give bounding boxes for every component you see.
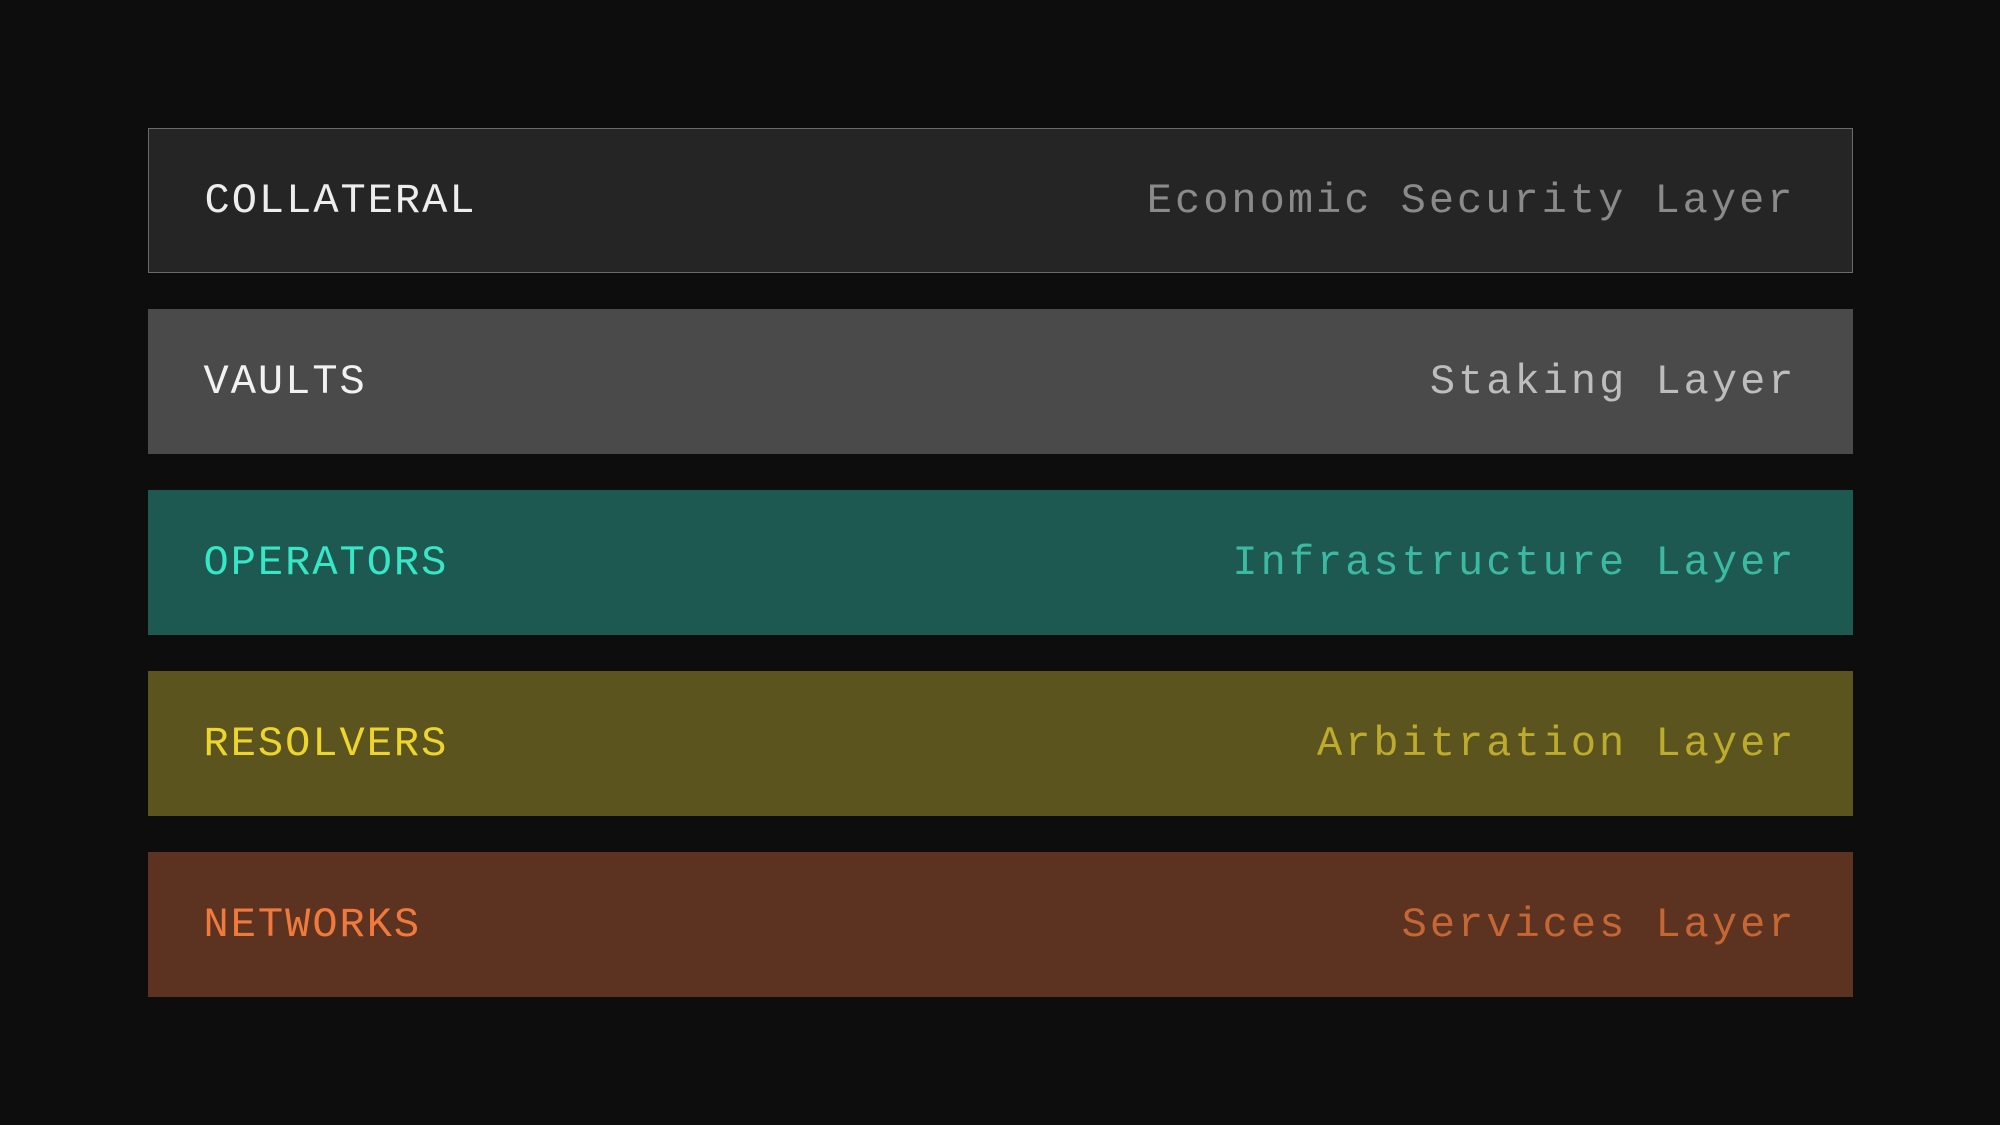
layer-title: RESOLVERS [204,720,449,768]
layer-subtitle: Economic Security Layer [1147,177,1796,225]
layer-networks: NETWORKS Services Layer [148,852,1853,997]
layer-title: OPERATORS [204,539,449,587]
layer-title: VAULTS [204,358,367,406]
layer-title: COLLATERAL [205,177,477,225]
layer-title: NETWORKS [204,901,422,949]
layer-subtitle: Staking Layer [1430,358,1797,406]
layer-subtitle: Arbitration Layer [1317,720,1796,768]
layer-collateral: COLLATERAL Economic Security Layer [148,128,1853,273]
layer-resolvers: RESOLVERS Arbitration Layer [148,671,1853,816]
layer-subtitle: Services Layer [1402,901,1797,949]
layer-stack: COLLATERAL Economic Security Layer VAULT… [148,128,1853,997]
layer-subtitle: Infrastructure Layer [1232,539,1796,587]
layer-vaults: VAULTS Staking Layer [148,309,1853,454]
layer-operators: OPERATORS Infrastructure Layer [148,490,1853,635]
